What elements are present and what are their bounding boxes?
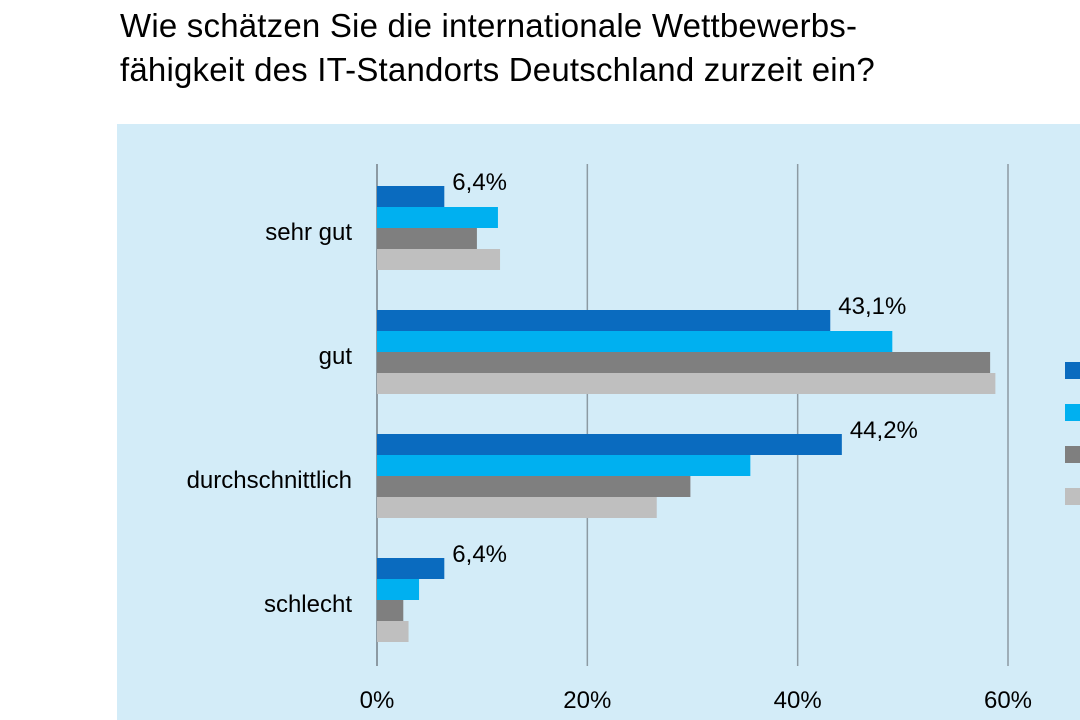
data-label: 6,4%	[452, 169, 507, 196]
bar	[377, 373, 996, 394]
bar-chart: 0% 20% 40% 60% sehr gut gut durchschnittlich sc…	[187, 164, 1080, 714]
bar	[377, 600, 404, 621]
chart-title-line-1: Wie schätzen Sie die internationale Wett…	[120, 7, 858, 44]
bar	[377, 249, 501, 270]
x-tick-label: 40%	[774, 687, 822, 714]
data-label: 44,2%	[850, 417, 918, 444]
legend-swatch	[1065, 362, 1080, 379]
category-label: sehr gut	[265, 219, 352, 246]
bar	[377, 455, 751, 476]
bar	[377, 476, 691, 497]
bar	[377, 186, 445, 207]
bar	[377, 207, 498, 228]
data-label: 43,1%	[838, 293, 906, 320]
bar	[377, 434, 842, 455]
plot-panel: 0% 20% 40% 60% sehr gut gut durchschnittlich sc…	[117, 124, 1080, 720]
category-label: gut	[319, 343, 353, 370]
bar	[377, 310, 831, 331]
x-tick-label: 20%	[563, 687, 611, 714]
x-tick-label: 0%	[360, 687, 395, 714]
chart-title-line-2: fähigkeit des IT-Standorts Deutschland z…	[120, 51, 875, 88]
category-label: durchschnittlich	[187, 467, 352, 494]
category-label: schlecht	[264, 591, 352, 618]
bar	[377, 558, 445, 579]
bar	[377, 331, 893, 352]
bar	[377, 579, 420, 600]
legend-swatch	[1065, 446, 1080, 463]
x-tick-label: 60%	[984, 687, 1032, 714]
legend-swatch	[1065, 404, 1080, 421]
bar	[377, 621, 409, 642]
chart-title: Wie schätzen Sie die internationale Wett…	[120, 4, 1060, 92]
bar	[377, 228, 477, 249]
bar	[377, 352, 991, 373]
bar	[377, 497, 657, 518]
legend-swatch	[1065, 488, 1080, 505]
data-label: 6,4%	[452, 541, 507, 568]
